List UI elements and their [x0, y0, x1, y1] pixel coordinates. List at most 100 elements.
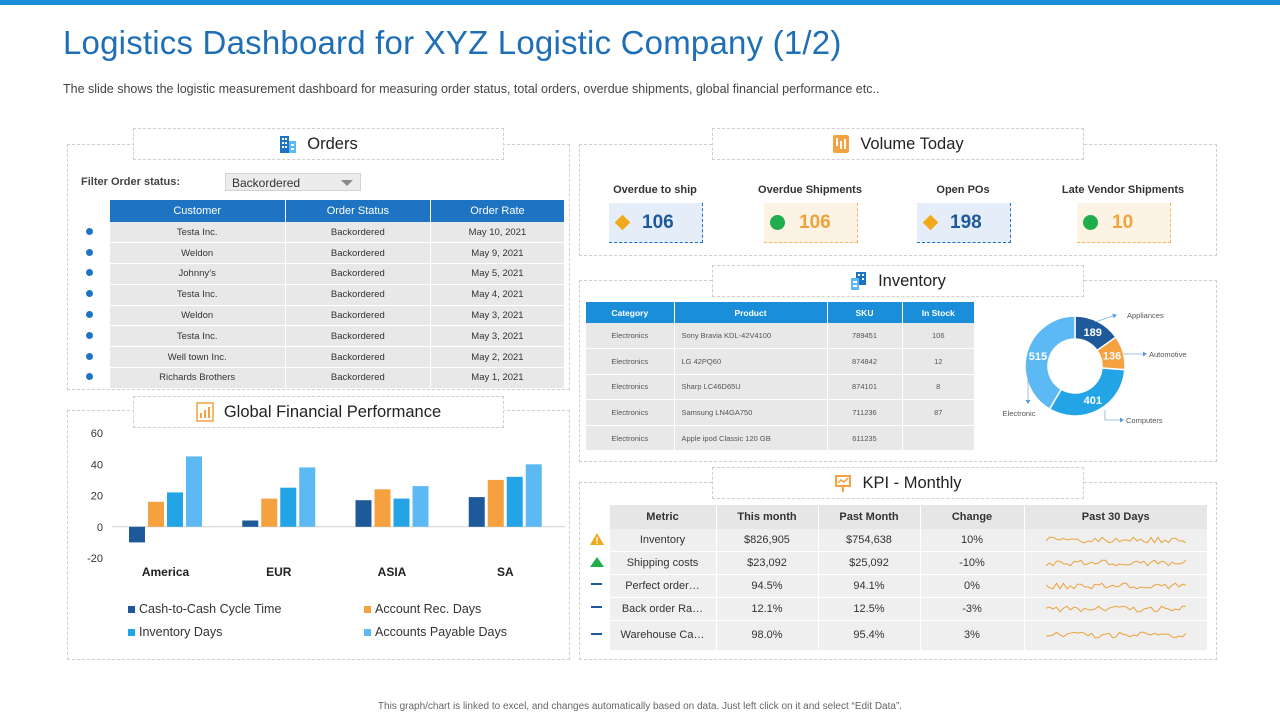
orders-cell-date: May 10, 2021 [430, 222, 566, 244]
kpi-cell-change: 10% [920, 529, 1025, 553]
bullet-icon [86, 227, 94, 235]
kpi-indicator-cell [585, 574, 610, 598]
legend-label: Account Rec. Days [375, 602, 482, 616]
dash-icon [590, 632, 602, 635]
kpi-table: Metric This month Past Month Change Past… [585, 505, 1208, 651]
x-category-label: EUR [266, 565, 292, 579]
top-accent-bar [0, 0, 1280, 5]
y-tick-label: 40 [91, 459, 103, 471]
bar-america-2 [167, 492, 183, 527]
inventory-col-sku: SKU [827, 302, 903, 323]
inventory-table-header: Category Product SKU In Stock [586, 302, 975, 323]
inventory-cell-category: Electronics [586, 425, 675, 452]
kpi-cell-sparkline [1024, 620, 1208, 651]
inventory-cell-product: Samsung LN4GA750 [674, 399, 828, 426]
warehouse-icon [851, 272, 867, 290]
orders-cell-status: Backordered [285, 325, 431, 348]
orders-cell-customer: Testa Inc. [109, 284, 286, 306]
inventory-cell-category: Electronics [586, 348, 675, 375]
page-title: Logistics Dashboard for XYZ Logistic Com… [63, 24, 842, 61]
orders-col-status: Order Status [285, 200, 431, 222]
orders-cell-status: Backordered [285, 222, 431, 244]
kpi-cell-sparkline [1024, 597, 1208, 621]
kpi-cell-this-month: 94.5% [716, 574, 819, 598]
kpi-row[interactable]: Perfect order… 94.5% 94.1% 0% [585, 574, 1208, 598]
orders-row[interactable]: Richards Brothers Backordered May 1, 2021 [71, 367, 566, 389]
kpi-indicator-cell [585, 529, 610, 553]
inventory-cell-product: LG 42PQ60 [674, 348, 828, 375]
x-category-label: ASIA [378, 565, 407, 579]
orders-cell-customer: Well town Inc. [109, 346, 286, 369]
inventory-cell-stock: 8 [902, 374, 975, 401]
orders-row[interactable]: Johnny’s Backordered May 5, 2021 [71, 263, 566, 285]
volume-value-box: 198 [917, 203, 1011, 243]
volume-value-box: 106 [764, 203, 858, 243]
y-tick-label: 0 [97, 522, 103, 534]
orders-table: Customer Order Status Order Rate Testa I… [71, 200, 566, 389]
arrow-head-icon [1112, 313, 1117, 319]
kpi-cell-metric: Shipping costs [609, 551, 717, 576]
orders-cell-customer: Weldon [109, 242, 286, 265]
legend-label: Cash-to-Cash Cycle Time [139, 602, 282, 616]
kpi-row[interactable]: Warehouse Ca… 98.0% 95.4% 3% [585, 620, 1208, 651]
orders-row[interactable]: Weldon Backordered May 9, 2021 [71, 242, 566, 265]
orders-cell-date: May 4, 2021 [430, 284, 566, 306]
status-dot-icon [770, 215, 785, 230]
dash-icon [590, 606, 602, 609]
donut-value-label: 136 [1103, 351, 1121, 363]
inventory-cell-sku: 874842 [827, 348, 903, 375]
orders-row[interactable]: Testa Inc. Backordered May 4, 2021 [71, 284, 566, 306]
sparkline [1045, 605, 1186, 613]
filter-order-status-label: Filter Order status: [81, 176, 181, 188]
diamond-icon [922, 214, 939, 231]
orders-row-marker [71, 263, 110, 285]
orders-row-marker [71, 325, 110, 348]
bar-sa-0 [468, 497, 485, 527]
kpi-cell-sparkline [1024, 529, 1208, 553]
orders-cell-date: May 9, 2021 [430, 242, 566, 265]
orders-col-customer: Customer [109, 200, 286, 222]
kpi-row[interactable]: Inventory $826,905 $754,638 10% [585, 529, 1208, 553]
inventory-row[interactable]: Electronics Sony Bravia KDL-42V4100 789451… [586, 323, 975, 350]
kpi-cell-metric: Warehouse Ca… [609, 620, 717, 651]
kpi-indicator-cell [585, 620, 610, 651]
bar-eur-3 [299, 467, 316, 527]
volume-label: Overdue Shipments [758, 184, 862, 196]
orders-row[interactable]: Weldon Backordered May 3, 2021 [71, 305, 566, 327]
donut-category-label: Appliances [1127, 311, 1164, 320]
inventory-row[interactable]: Electronics Apple ipod Classic 120 GB 6112… [586, 425, 975, 452]
kpi-cell-past-month: 94.1% [818, 574, 921, 598]
inventory-cell-sku: 611235 [827, 425, 903, 452]
bar-asia-3 [412, 486, 429, 527]
volume-title: Volume Today [860, 134, 964, 153]
orders-cell-date: May 1, 2021 [430, 367, 566, 389]
legend-swatch [128, 628, 135, 636]
inventory-row[interactable]: Electronics Samsung LN4GA750 711236 87 [586, 399, 975, 426]
orders-row[interactable]: Testa Inc. Backordered May 3, 2021 [71, 325, 566, 348]
inventory-cell-category: Electronics [586, 374, 675, 401]
inventory-cell-sku: 789451 [827, 323, 903, 350]
order-status-filter-select[interactable]: Backordered [225, 173, 361, 191]
orders-title-box: Orders [133, 128, 504, 160]
inventory-row[interactable]: Electronics LG 42PQ60 874842 12 [586, 348, 975, 375]
orders-row[interactable]: Well town Inc. Backordered May 2, 2021 [71, 346, 566, 369]
filter-selected-value: Backordered [232, 176, 301, 190]
legend-label: Inventory Days [139, 625, 223, 639]
status-dot-icon [1083, 215, 1098, 230]
bar-america-3 [186, 456, 202, 527]
kpi-row[interactable]: Shipping costs $23,092 $25,092 -10% [585, 551, 1208, 576]
orders-row[interactable]: Testa Inc. Backordered May 10, 2021 [71, 222, 566, 244]
sparkline [1045, 631, 1186, 639]
chart-board-icon [835, 475, 852, 492]
kpi-col-this-month: This month [716, 505, 819, 529]
footer-note: This graph/chart is linked to excel, and… [377, 701, 903, 712]
inventory-row[interactable]: Electronics Sharp LC46D65U 874101 8 [586, 374, 975, 401]
inventory-cell-category: Electronics [586, 323, 675, 350]
warning-triangle-icon [589, 532, 604, 545]
kpi-row[interactable]: Back order Ra… 12.1% 12.5% -3% [585, 597, 1208, 621]
financial-bar-chart: 60 40 20 0 -20 America EUR ASIA SA [87, 428, 565, 579]
orders-col-rate: Order Rate [430, 200, 566, 222]
volume-value: 106 [799, 211, 831, 233]
bar-eur-0 [242, 520, 259, 527]
orders-cell-status: Backordered [285, 346, 431, 369]
